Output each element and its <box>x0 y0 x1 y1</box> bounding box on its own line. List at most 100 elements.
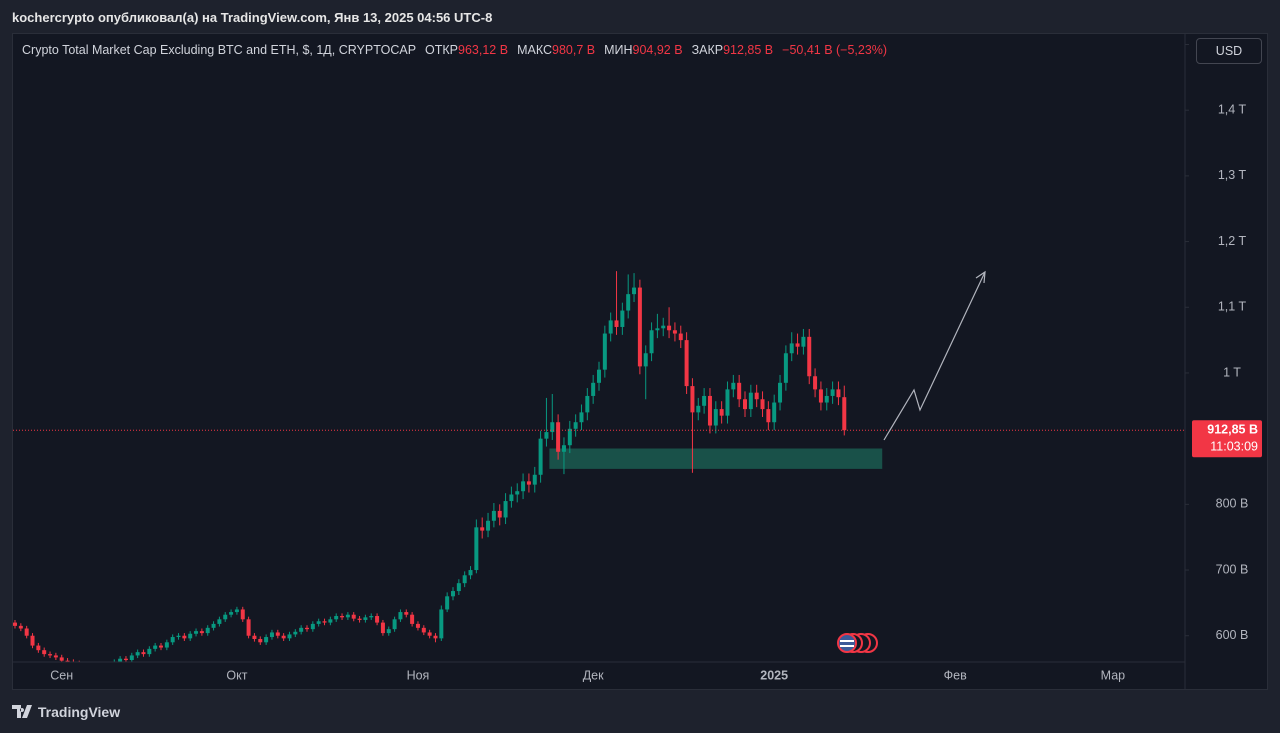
candle-body <box>824 395 829 403</box>
candle-body <box>217 619 222 624</box>
candle-body <box>252 635 257 640</box>
ohlc-label: МИН <box>604 43 633 57</box>
y-tick-label: 1,2 T <box>1218 234 1247 248</box>
candle-body <box>345 614 350 618</box>
candle-body <box>275 632 280 636</box>
candle-body <box>24 628 29 636</box>
candle-body <box>334 616 339 620</box>
candle-body <box>240 609 245 620</box>
candle-body <box>702 395 707 406</box>
candle-body <box>818 389 823 403</box>
candle-body <box>462 575 467 584</box>
x-tick-label: Окт <box>226 668 247 682</box>
ohlc-label: ЗАКР <box>691 43 724 57</box>
candle-body <box>48 654 53 656</box>
forecast-arrow <box>883 271 986 441</box>
candle-body <box>579 412 584 423</box>
candle-body <box>813 376 818 390</box>
candle-body <box>783 353 788 383</box>
candle-body <box>322 621 327 623</box>
candle-body <box>65 660 70 662</box>
candle-body <box>135 652 140 656</box>
candle-body <box>234 609 239 613</box>
candle-body <box>795 343 800 347</box>
candle-body <box>293 631 298 635</box>
candle-body <box>515 491 520 495</box>
candle-body <box>83 665 87 667</box>
candle-body <box>375 616 380 623</box>
candle-body <box>305 627 309 630</box>
candle-body <box>585 395 590 413</box>
ohlc-legend: Crypto Total Market Cap Excluding BTC an… <box>22 43 887 57</box>
x-tick-label: Фев <box>944 668 967 682</box>
candle-body <box>468 570 473 576</box>
change-value: −50,41 B (−5,23%) <box>782 43 888 57</box>
candle-body <box>678 333 683 341</box>
candle-body <box>836 389 841 398</box>
candle-body <box>269 632 274 638</box>
candle-body <box>486 520 491 531</box>
candle-body <box>351 614 356 619</box>
candle-body <box>205 627 210 634</box>
candle-body <box>404 612 409 615</box>
candle-body <box>655 328 660 331</box>
candle-body <box>597 369 601 383</box>
candle-body <box>772 402 777 423</box>
brand-name: TradingView <box>37 704 121 720</box>
candle-body <box>439 609 444 639</box>
candle-body <box>748 392 753 410</box>
candle-body <box>258 639 263 643</box>
x-tick-label: Ноя <box>407 668 430 682</box>
candle-body <box>89 665 93 668</box>
candle-body <box>281 635 286 639</box>
candle-body <box>789 343 794 354</box>
currency-button[interactable]: USD <box>1196 38 1262 64</box>
candle-body <box>719 409 724 416</box>
candle-body <box>474 527 479 571</box>
candle-body <box>95 665 99 666</box>
ohlc-value: 963,12 B <box>458 43 509 57</box>
x-tick-label: Дек <box>583 668 604 682</box>
candle-body <box>310 623 315 630</box>
candle-body <box>778 382 783 403</box>
candle-body <box>141 652 146 655</box>
candle-body <box>538 438 543 475</box>
candle-body <box>620 310 625 327</box>
event-icons <box>837 633 878 653</box>
candle-body <box>421 627 426 633</box>
arrow-head <box>975 270 986 284</box>
ohlc-value: 904,92 B <box>632 43 683 57</box>
candle-body <box>760 399 765 410</box>
candle-body <box>386 629 391 634</box>
candle-body <box>696 405 701 413</box>
candle-body <box>340 616 345 618</box>
candle-body <box>246 619 251 636</box>
candle-body <box>526 481 531 485</box>
event-icon[interactable] <box>837 633 857 653</box>
candle-body <box>194 631 199 634</box>
candle-body <box>737 382 742 400</box>
candle-body <box>123 658 128 661</box>
candle-body <box>211 623 216 628</box>
candle-body <box>754 392 759 400</box>
x-tick-label: Сен <box>50 668 73 682</box>
candle-body <box>725 389 730 416</box>
candle-body <box>159 645 163 648</box>
candle-body <box>608 320 613 334</box>
plot-area <box>13 271 1184 669</box>
flag-stripe <box>840 645 854 647</box>
candle-body <box>53 655 58 658</box>
candle-body <box>176 635 181 638</box>
candle-body <box>632 287 637 295</box>
candle-body <box>106 665 110 669</box>
candle-body <box>380 622 385 634</box>
ohlc-label: ОТКР <box>425 43 459 57</box>
y-tick-label: 1,3 T <box>1218 168 1247 182</box>
ohlc-value: 912,85 B <box>723 43 774 57</box>
candle-body <box>637 287 642 367</box>
candle-body <box>830 389 835 396</box>
candle-body <box>101 666 105 669</box>
candle-body <box>433 635 438 639</box>
candle-body <box>398 612 403 620</box>
